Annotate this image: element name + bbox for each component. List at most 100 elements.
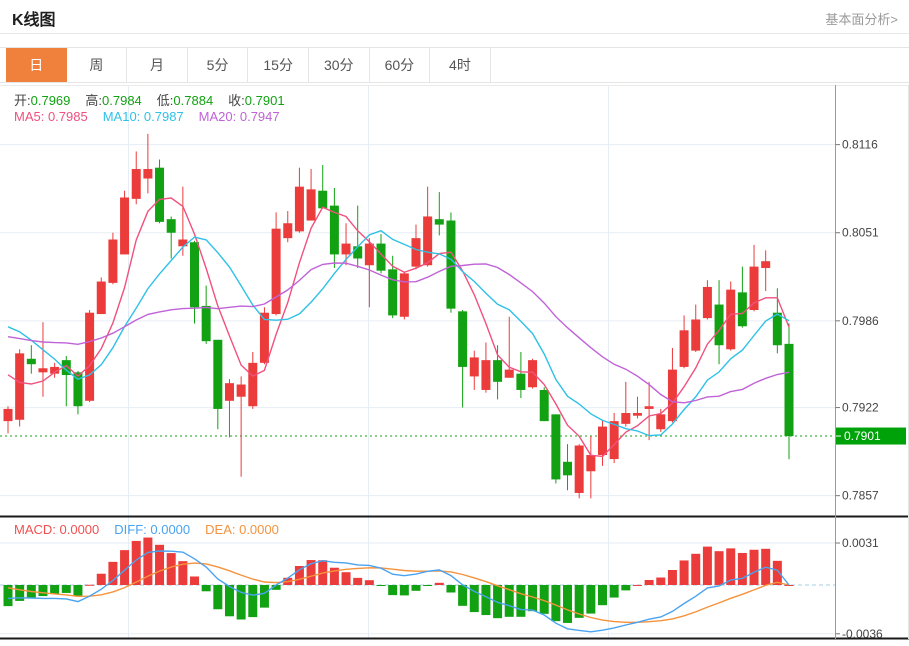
candle — [761, 250, 771, 292]
last-price-badge: 0.7901 — [836, 427, 906, 445]
candle — [516, 352, 526, 399]
candle — [3, 406, 13, 434]
macd-bar — [563, 585, 573, 623]
legend-item: 高:0.7984 — [85, 93, 142, 108]
candle — [224, 379, 234, 438]
macd-bar — [644, 579, 654, 586]
macd-bar — [306, 560, 316, 586]
candle — [178, 186, 188, 256]
candle — [190, 240, 200, 324]
chart-panel-top-border — [0, 85, 909, 86]
macd-bar — [784, 585, 794, 587]
candle — [574, 444, 584, 499]
candle — [96, 277, 106, 315]
tab-60min[interactable]: 60分 — [369, 48, 431, 82]
macd-bar — [772, 560, 782, 586]
macd-bar — [597, 585, 607, 606]
candle — [644, 381, 654, 441]
candle — [656, 408, 666, 432]
axis-label: 0.8116 — [842, 138, 878, 152]
axis-label: 0.7857 — [842, 489, 879, 503]
macd-bar — [679, 560, 689, 586]
candle — [679, 315, 689, 369]
ma5-line — [7, 197, 790, 458]
macd-bar — [131, 540, 141, 586]
ma-legend: MA5: 0.7985 MA10: 0.7987 MA20: 0.7947 — [14, 109, 295, 124]
macd-bar — [586, 585, 596, 614]
macd-bar — [469, 585, 479, 613]
candle — [341, 223, 351, 266]
macd-bar — [38, 585, 48, 597]
candle — [306, 169, 316, 221]
tab-day[interactable]: 日 — [6, 48, 67, 82]
macd-bar — [248, 585, 258, 618]
tab-5min[interactable]: 5分 — [187, 48, 249, 82]
candle — [353, 205, 363, 268]
macd-bar — [376, 585, 386, 587]
candle — [563, 444, 573, 491]
candle — [166, 216, 176, 259]
candle — [446, 212, 456, 313]
legend-item: MA20: 0.7947 — [198, 109, 280, 124]
ohlc-legend: 开:0.7969 高:0.7984 低:0.7884 收:0.7901 — [14, 90, 300, 109]
macd-bar — [213, 585, 223, 610]
header-divider — [0, 33, 909, 34]
macd-lines — [7, 550, 790, 633]
diff-line — [7, 550, 790, 633]
macd-bar — [528, 585, 538, 612]
macd-bar — [551, 585, 561, 622]
candle — [749, 244, 759, 312]
candle — [399, 272, 409, 320]
candle — [143, 133, 153, 194]
tab-month[interactable]: 月 — [127, 48, 188, 82]
macd-bar — [714, 551, 724, 586]
candle — [108, 232, 118, 285]
macd-bar — [236, 585, 246, 620]
candle — [50, 362, 60, 378]
macd-bar — [737, 552, 747, 586]
candle — [702, 280, 712, 320]
candle — [283, 211, 293, 243]
axis-label: 0.7922 — [842, 401, 879, 415]
tab-15min[interactable]: 15分 — [248, 48, 309, 82]
macd-bar — [516, 585, 526, 617]
candle — [667, 347, 677, 423]
macd-bar — [224, 585, 234, 617]
legend-item: MACD: 0.0000 — [14, 522, 100, 537]
macd-bar — [656, 577, 666, 586]
tab-4hour[interactable]: 4时 — [430, 48, 491, 82]
macd-bar — [504, 585, 514, 617]
macd-bar — [574, 585, 584, 618]
fundamental-analysis-link[interactable]: 基本面分析> — [825, 12, 898, 27]
macd-bar — [85, 584, 95, 586]
legend-item: MA5: 0.7985 — [14, 109, 88, 124]
timeframe-tabbar: 日周月 5分 15分 30分 60分 4时 — [0, 47, 909, 83]
candle — [586, 436, 596, 499]
legend-item: DEA: 0.0000 — [205, 522, 279, 537]
candle — [411, 224, 421, 270]
candle — [131, 151, 141, 205]
macd-bar — [15, 585, 25, 601]
macd-bar — [259, 585, 269, 608]
macd-bar — [667, 569, 677, 586]
legend-item: DIFF: 0.0000 — [114, 522, 191, 537]
axis-labels: 0.8116 0.8051 0.7986 0.7922 0.7857 0.0031 -0.0… — [835, 138, 883, 641]
candle — [26, 345, 36, 374]
candle — [714, 280, 724, 365]
candle — [481, 342, 491, 393]
candle — [271, 212, 281, 316]
legend-item: 低:0.7884 — [156, 93, 214, 108]
candle — [364, 238, 374, 308]
macd-bar — [178, 561, 188, 586]
tab-week[interactable]: 周 — [66, 48, 128, 82]
macd-bar — [329, 567, 339, 586]
tab-30min[interactable]: 30分 — [308, 48, 370, 82]
panel-divider — [0, 515, 909, 518]
candle — [691, 304, 701, 353]
candle — [329, 188, 339, 268]
candle — [201, 285, 211, 344]
candle — [458, 309, 468, 408]
axis-label: -0.0036 — [842, 627, 883, 641]
macd-bar — [166, 553, 176, 586]
